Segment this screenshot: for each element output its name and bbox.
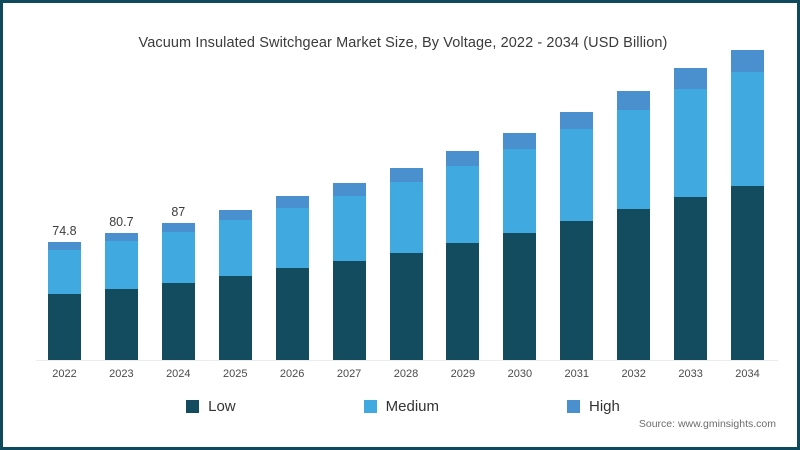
stacked-bar — [275, 196, 309, 360]
bar-segment-high — [161, 222, 195, 233]
bar-segment-medium — [560, 129, 594, 222]
bar-segment-high — [446, 151, 480, 166]
stacked-bar — [503, 133, 537, 360]
bar-segment-high — [47, 241, 81, 251]
stacked-bar — [617, 90, 651, 360]
bar-segment-high — [275, 196, 309, 208]
x-axis-tick-2027: 2027 — [336, 368, 362, 380]
x-axis: 2022 2023 2024 2025 2026 2027 2028 2029 2030 2031… — [36, 368, 776, 388]
x-axis-tick-2022: 2022 — [52, 368, 77, 380]
bar-value-label: 80.7 — [109, 214, 134, 229]
bar-segment-medium — [731, 71, 765, 187]
bar-group — [560, 68, 594, 360]
legend-item-low[interactable]: Low — [186, 398, 236, 415]
bar-group — [617, 68, 651, 360]
bar-segment-low — [218, 276, 252, 360]
bar-segment-low — [617, 209, 651, 360]
x-axis-tick-2029: 2029 — [450, 368, 476, 380]
bar-group — [503, 68, 537, 360]
chart-title: Vacuum Insulated Switchgear Market Size,… — [138, 35, 668, 51]
stacked-bar — [674, 68, 708, 360]
bar-segment-medium — [617, 109, 651, 210]
bar-segment-low — [503, 232, 537, 360]
bar-segment-medium — [332, 195, 366, 262]
legend-swatch-icon — [363, 400, 377, 413]
bar-group — [731, 49, 765, 360]
bar-group: 80.7 — [104, 68, 138, 360]
bar-group: 87 — [161, 68, 195, 360]
stacked-bar: 74.8 — [47, 224, 81, 360]
bar-segment-low — [161, 283, 195, 360]
legend-swatch-icon — [567, 400, 581, 413]
stacked-bar — [218, 210, 252, 360]
bar-segment-medium — [389, 181, 423, 253]
bar-segment-high — [674, 68, 708, 89]
legend-label: High — [589, 398, 620, 415]
legend-item-medium[interactable]: Medium — [363, 398, 440, 415]
legend-swatch-icon — [186, 400, 200, 413]
x-axis-tick-2032: 2032 — [621, 368, 646, 380]
x-axis-tick-2026: 2026 — [279, 368, 305, 380]
plot-area: 74.8 80.7 87 — [36, 49, 776, 360]
x-axis-tick-2023: 2023 — [109, 368, 134, 380]
x-axis-tick-2030: 2030 — [507, 368, 533, 380]
bar-segment-high — [389, 168, 423, 182]
bar-segment-medium — [674, 88, 708, 197]
bar-segment-medium — [218, 220, 252, 277]
bar-group — [218, 68, 252, 360]
bar-segment-medium — [446, 165, 480, 244]
bar-value-label: 87 — [171, 204, 186, 219]
stacked-bar — [332, 183, 366, 360]
legend-item-high[interactable]: High — [567, 398, 620, 415]
x-axis-tick-2025: 2025 — [222, 368, 248, 380]
bar-segment-medium — [503, 148, 537, 233]
stacked-bar — [446, 151, 480, 360]
bar-segment-low — [446, 243, 480, 360]
bar-segment-high — [560, 111, 594, 130]
x-axis-tick-2024: 2024 — [166, 368, 191, 380]
legend-label: Low — [208, 398, 236, 415]
x-axis-tick-2028: 2028 — [393, 368, 419, 380]
bar-segment-high — [503, 133, 537, 149]
bar-segment-medium — [104, 241, 138, 289]
stacked-bar — [731, 49, 765, 360]
bar-segment-low — [560, 221, 594, 360]
bar-segment-low — [104, 288, 138, 360]
x-axis-tick-2031: 2031 — [564, 368, 589, 380]
chart-legend: Low Medium High — [6, 398, 794, 415]
bar-group — [674, 68, 708, 360]
bar-segment-low — [332, 261, 366, 360]
x-axis-tick-2033: 2033 — [678, 368, 703, 380]
stacked-bar — [560, 111, 594, 360]
stacked-bar — [389, 168, 423, 360]
bar-segment-high — [332, 183, 366, 196]
bar-group — [446, 68, 480, 360]
bar-segment-low — [731, 186, 765, 360]
bar-segment-high — [731, 49, 765, 72]
bar-value-label: 74.8 — [52, 223, 77, 238]
chart-canvas: Vacuum Insulated Switchgear Market Size,… — [6, 6, 794, 444]
bar-segment-low — [47, 293, 81, 360]
bar-segment-medium — [275, 207, 309, 269]
bar-segment-medium — [47, 250, 81, 294]
bar-segment-low — [275, 268, 309, 360]
stacked-bar: 80.7 — [104, 215, 138, 360]
bar-group: 74.8 — [47, 68, 81, 360]
x-axis-tick-2034: 2034 — [735, 368, 760, 380]
bar-segment-low — [389, 252, 423, 360]
source-attribution: Source: www.gminsights.com — [638, 418, 776, 430]
bar-segment-high — [104, 232, 138, 242]
bar-segment-medium — [161, 232, 195, 284]
bar-segment-high — [617, 90, 651, 110]
bar-group — [389, 68, 423, 360]
axis-baseline — [36, 360, 778, 361]
bar-segment-low — [674, 196, 708, 360]
legend-label: Medium — [385, 398, 440, 415]
bar-group — [332, 68, 366, 360]
bar-segment-high — [218, 210, 252, 221]
stacked-bar: 87 — [161, 205, 195, 360]
bar-group — [275, 68, 309, 360]
